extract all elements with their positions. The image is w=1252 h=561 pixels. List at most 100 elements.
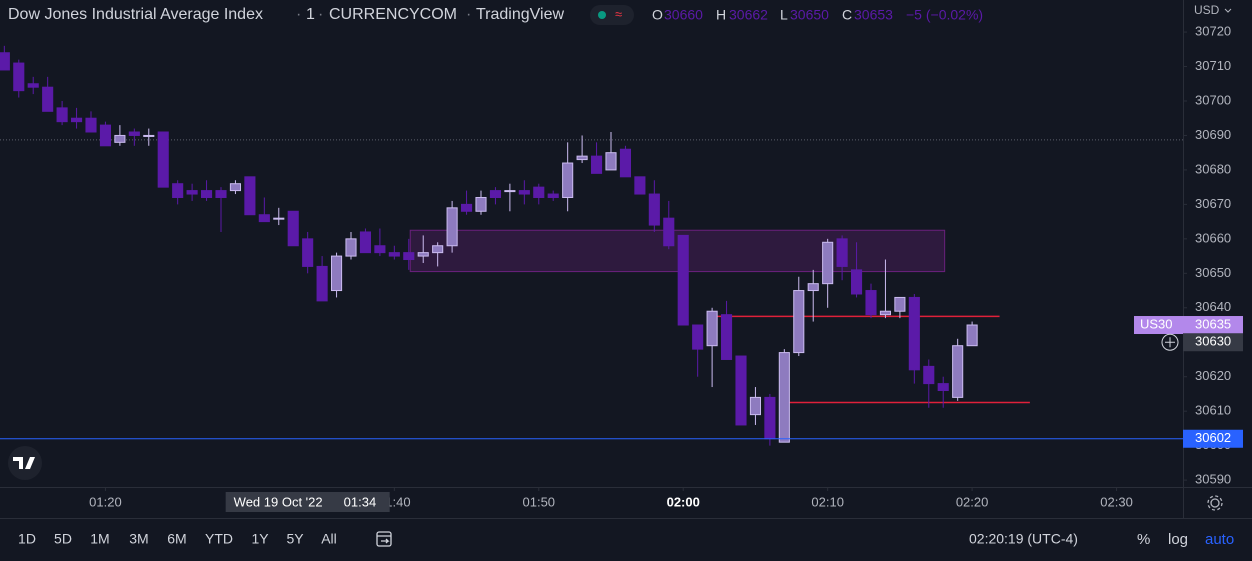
legend-value: 30653 <box>854 7 893 23</box>
y-tick-label: 30690 <box>1195 127 1231 142</box>
percent-toggle[interactable]: % <box>1137 531 1150 548</box>
candle[interactable] <box>605 132 617 171</box>
candle[interactable] <box>446 200 458 253</box>
status-badge[interactable] <box>590 5 634 25</box>
range-button[interactable]: All <box>321 531 337 547</box>
candle[interactable] <box>937 376 949 408</box>
candle[interactable] <box>692 324 704 377</box>
candle[interactable] <box>229 180 241 195</box>
candle[interactable] <box>663 200 675 250</box>
candle[interactable] <box>591 142 603 174</box>
range-button[interactable]: 5Y <box>286 531 304 547</box>
candle[interactable] <box>273 207 285 226</box>
candle[interactable] <box>865 283 877 319</box>
candle[interactable] <box>677 234 689 326</box>
candle[interactable] <box>966 321 978 347</box>
add-alert-button[interactable] <box>1161 333 1179 351</box>
candle[interactable] <box>143 128 155 146</box>
candle[interactable] <box>764 393 776 446</box>
candle-body <box>432 245 444 254</box>
candle[interactable] <box>836 235 848 281</box>
range-button[interactable]: 3M <box>129 531 148 547</box>
log-toggle[interactable]: log <box>1168 531 1188 548</box>
candle[interactable] <box>778 349 790 443</box>
candle[interactable] <box>186 183 198 201</box>
range-button[interactable]: 1D <box>18 531 36 547</box>
range-button[interactable]: 6M <box>167 531 186 547</box>
candle[interactable] <box>287 210 299 247</box>
candle[interactable] <box>0 45 10 71</box>
candle[interactable] <box>489 187 501 205</box>
y-tick-label: 30670 <box>1195 196 1231 211</box>
candle[interactable] <box>908 293 920 384</box>
candle[interactable] <box>793 276 805 357</box>
candle[interactable] <box>201 180 213 201</box>
candle[interactable] <box>432 242 444 267</box>
candle[interactable] <box>42 76 54 112</box>
candle[interactable] <box>461 190 473 215</box>
candle[interactable] <box>99 121 111 147</box>
date-range-icon[interactable] <box>376 531 392 547</box>
candle[interactable] <box>634 176 646 195</box>
candle[interactable] <box>923 359 935 408</box>
candle[interactable] <box>547 190 559 201</box>
candle[interactable] <box>807 269 819 322</box>
candle[interactable] <box>706 307 718 388</box>
candle[interactable] <box>215 187 227 232</box>
tradingview-logo[interactable] <box>8 446 42 480</box>
range-button[interactable]: 1M <box>90 531 109 547</box>
candle[interactable] <box>749 387 762 425</box>
range-button[interactable]: 5D <box>54 531 72 547</box>
candle[interactable] <box>128 128 140 146</box>
zone[interactable] <box>409 229 946 273</box>
candle[interactable] <box>157 131 169 188</box>
candle[interactable] <box>894 296 906 319</box>
range-button[interactable]: YTD <box>205 531 233 547</box>
candle[interactable] <box>359 228 371 254</box>
candle[interactable] <box>619 145 632 178</box>
candle-body <box>359 231 371 254</box>
candle[interactable] <box>562 142 574 212</box>
clock[interactable]: 02:20:19 (UTC-4) <box>969 531 1078 547</box>
candle[interactable] <box>345 231 357 260</box>
candle[interactable] <box>504 183 516 212</box>
candle[interactable] <box>71 107 83 129</box>
candle[interactable] <box>374 228 386 257</box>
candle[interactable] <box>576 135 588 164</box>
candle[interactable] <box>316 256 328 302</box>
settings-gear[interactable] <box>1207 495 1223 511</box>
candle[interactable] <box>879 259 892 319</box>
candle[interactable] <box>302 231 314 274</box>
candle[interactable] <box>952 338 964 401</box>
candle[interactable] <box>648 180 660 232</box>
interval[interactable]: 1 <box>306 6 315 23</box>
range-button[interactable]: 1Y <box>251 531 269 547</box>
candle[interactable] <box>85 111 97 133</box>
separator: · <box>466 6 471 23</box>
candle-body <box>475 196 487 212</box>
candle[interactable] <box>851 242 863 298</box>
candle[interactable] <box>721 300 733 360</box>
candle[interactable] <box>475 190 487 215</box>
symbol-title[interactable]: Dow Jones Industrial Average Index <box>8 6 263 23</box>
candle[interactable] <box>735 355 747 426</box>
candle[interactable] <box>533 183 545 205</box>
currency-select[interactable]: USD <box>1194 3 1220 17</box>
candle[interactable] <box>403 238 415 270</box>
candle[interactable] <box>13 59 25 98</box>
candle[interactable] <box>27 76 39 95</box>
candle[interactable] <box>172 180 184 205</box>
candle[interactable] <box>417 235 429 263</box>
candle[interactable] <box>331 252 343 298</box>
crosshair-time-bg <box>225 492 390 512</box>
candle[interactable] <box>114 125 126 146</box>
ohlc-legend: O 30660 H 30662 L 30650 C 30653 −5 (−0.0… <box>652 7 983 23</box>
candle[interactable] <box>258 197 270 223</box>
candle[interactable] <box>822 238 834 308</box>
candle[interactable] <box>518 180 530 205</box>
candle[interactable] <box>56 100 68 126</box>
candle-body <box>778 352 790 443</box>
candle[interactable] <box>388 245 400 260</box>
auto-toggle[interactable]: auto <box>1205 531 1234 548</box>
candle[interactable] <box>244 176 256 216</box>
